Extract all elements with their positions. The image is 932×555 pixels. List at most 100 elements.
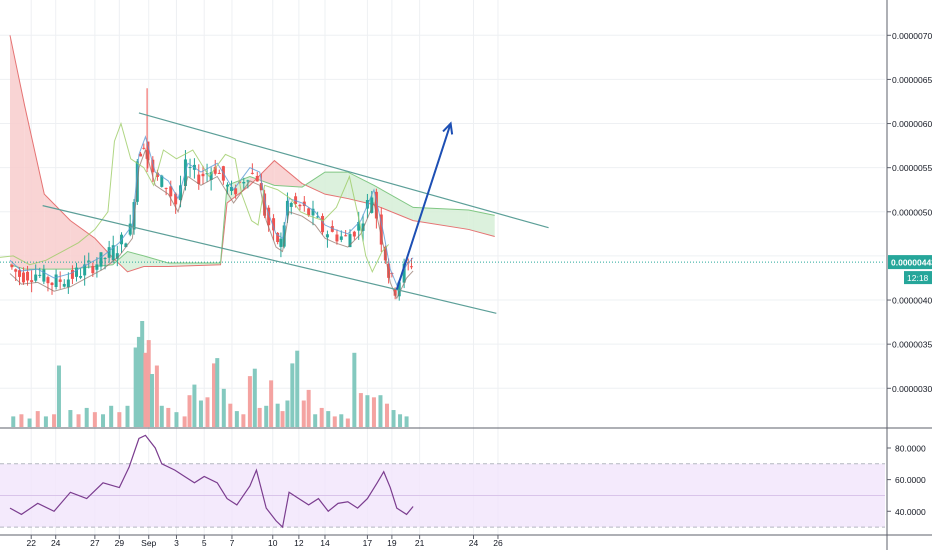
candle-body [164, 187, 168, 189]
volume-bar [257, 407, 262, 427]
candle-body [155, 172, 159, 177]
cloud-segment [94, 238, 113, 267]
candle-body [409, 266, 413, 268]
cloud-segment [324, 172, 348, 199]
volume-bar [187, 395, 192, 427]
candle-body [160, 175, 164, 187]
candle-body [87, 260, 91, 262]
x-tick-label: 7 [230, 538, 235, 548]
candle-body [402, 263, 406, 283]
candle-body [30, 280, 34, 282]
projection-arrow-shaft[interactable] [395, 123, 452, 290]
volume-bar [76, 414, 81, 427]
volume-bar [264, 405, 269, 427]
cloud-span-a-line [9, 35, 495, 273]
candle-body [197, 174, 201, 184]
volume-bar [140, 321, 145, 427]
candle-body [307, 208, 311, 216]
rsi-y-tick-label: 60.0000 [895, 475, 926, 485]
candle-body [374, 191, 378, 219]
volume-bar [306, 389, 311, 427]
volume-bar [174, 412, 179, 427]
volume-bar [275, 403, 280, 427]
candle-body [348, 234, 352, 248]
drawn-annotations[interactable] [42, 112, 549, 314]
volume-bar [154, 365, 159, 427]
candle-body [139, 153, 143, 157]
volume-bars [11, 321, 409, 427]
candle-body [298, 204, 302, 207]
channel-line-lower[interactable] [42, 205, 497, 314]
volume-bar [125, 405, 130, 427]
candle-body [246, 180, 250, 182]
ichimoku-cloud [9, 35, 495, 273]
cloud-segment [302, 172, 325, 195]
volume-bar [43, 416, 48, 427]
channel-line-upper[interactable] [138, 112, 549, 229]
volume-bar [109, 405, 114, 427]
volume-bar [313, 414, 318, 427]
candle-body [75, 267, 79, 277]
projection-arrow-head[interactable] [442, 121, 454, 135]
candle-body [107, 247, 111, 258]
volume-bar [35, 411, 40, 427]
candle-body [282, 225, 286, 247]
volume-bar [117, 412, 122, 427]
candle-body [339, 236, 343, 240]
candle-body [14, 269, 18, 272]
cloud-segment [274, 160, 303, 188]
volume-bar [352, 352, 357, 427]
candle-body [321, 215, 325, 233]
candle-body [142, 147, 146, 149]
volume-bar [319, 407, 324, 427]
cloud-segment [143, 255, 169, 267]
candle-body [201, 173, 205, 177]
candle-body [99, 252, 103, 267]
volume-bar [404, 416, 409, 427]
volume-bar [339, 414, 344, 427]
candle-body [54, 274, 58, 288]
candle-body [95, 264, 99, 270]
volume-bar [398, 414, 403, 427]
candle-body [242, 181, 246, 184]
candle-body [179, 185, 183, 201]
candle-body [217, 172, 221, 174]
volume-bar [228, 403, 233, 427]
x-tick-label: 22 [26, 538, 36, 548]
candle-body [18, 270, 22, 277]
candle-body [225, 184, 229, 187]
volume-bar [345, 418, 350, 427]
x-tick-label: 17 [363, 538, 373, 548]
last-price-badge [888, 255, 932, 270]
volume-bar [326, 411, 331, 427]
x-tick-label: 10 [268, 538, 278, 548]
volume-bar [301, 400, 306, 427]
volume-bar [149, 374, 154, 427]
candle-body [79, 276, 83, 278]
volume-bar [285, 400, 290, 427]
candle-body [255, 175, 259, 182]
candle-body [234, 188, 238, 195]
volume-bar [280, 411, 285, 427]
x-tick-label: 12 [294, 538, 304, 548]
lagging-span [0, 121, 389, 274]
volume-bar [391, 410, 396, 427]
candle-body [66, 279, 70, 288]
candle-body [62, 283, 66, 287]
candle-body [38, 274, 42, 276]
candle-body [357, 222, 361, 231]
volume-bar [205, 397, 210, 427]
x-tick-label: 27 [90, 538, 100, 548]
cloud-segment [468, 210, 495, 237]
volume-bar [182, 416, 187, 427]
candle-body [151, 159, 155, 173]
candle-body [302, 201, 306, 207]
volume-bar [332, 416, 337, 427]
